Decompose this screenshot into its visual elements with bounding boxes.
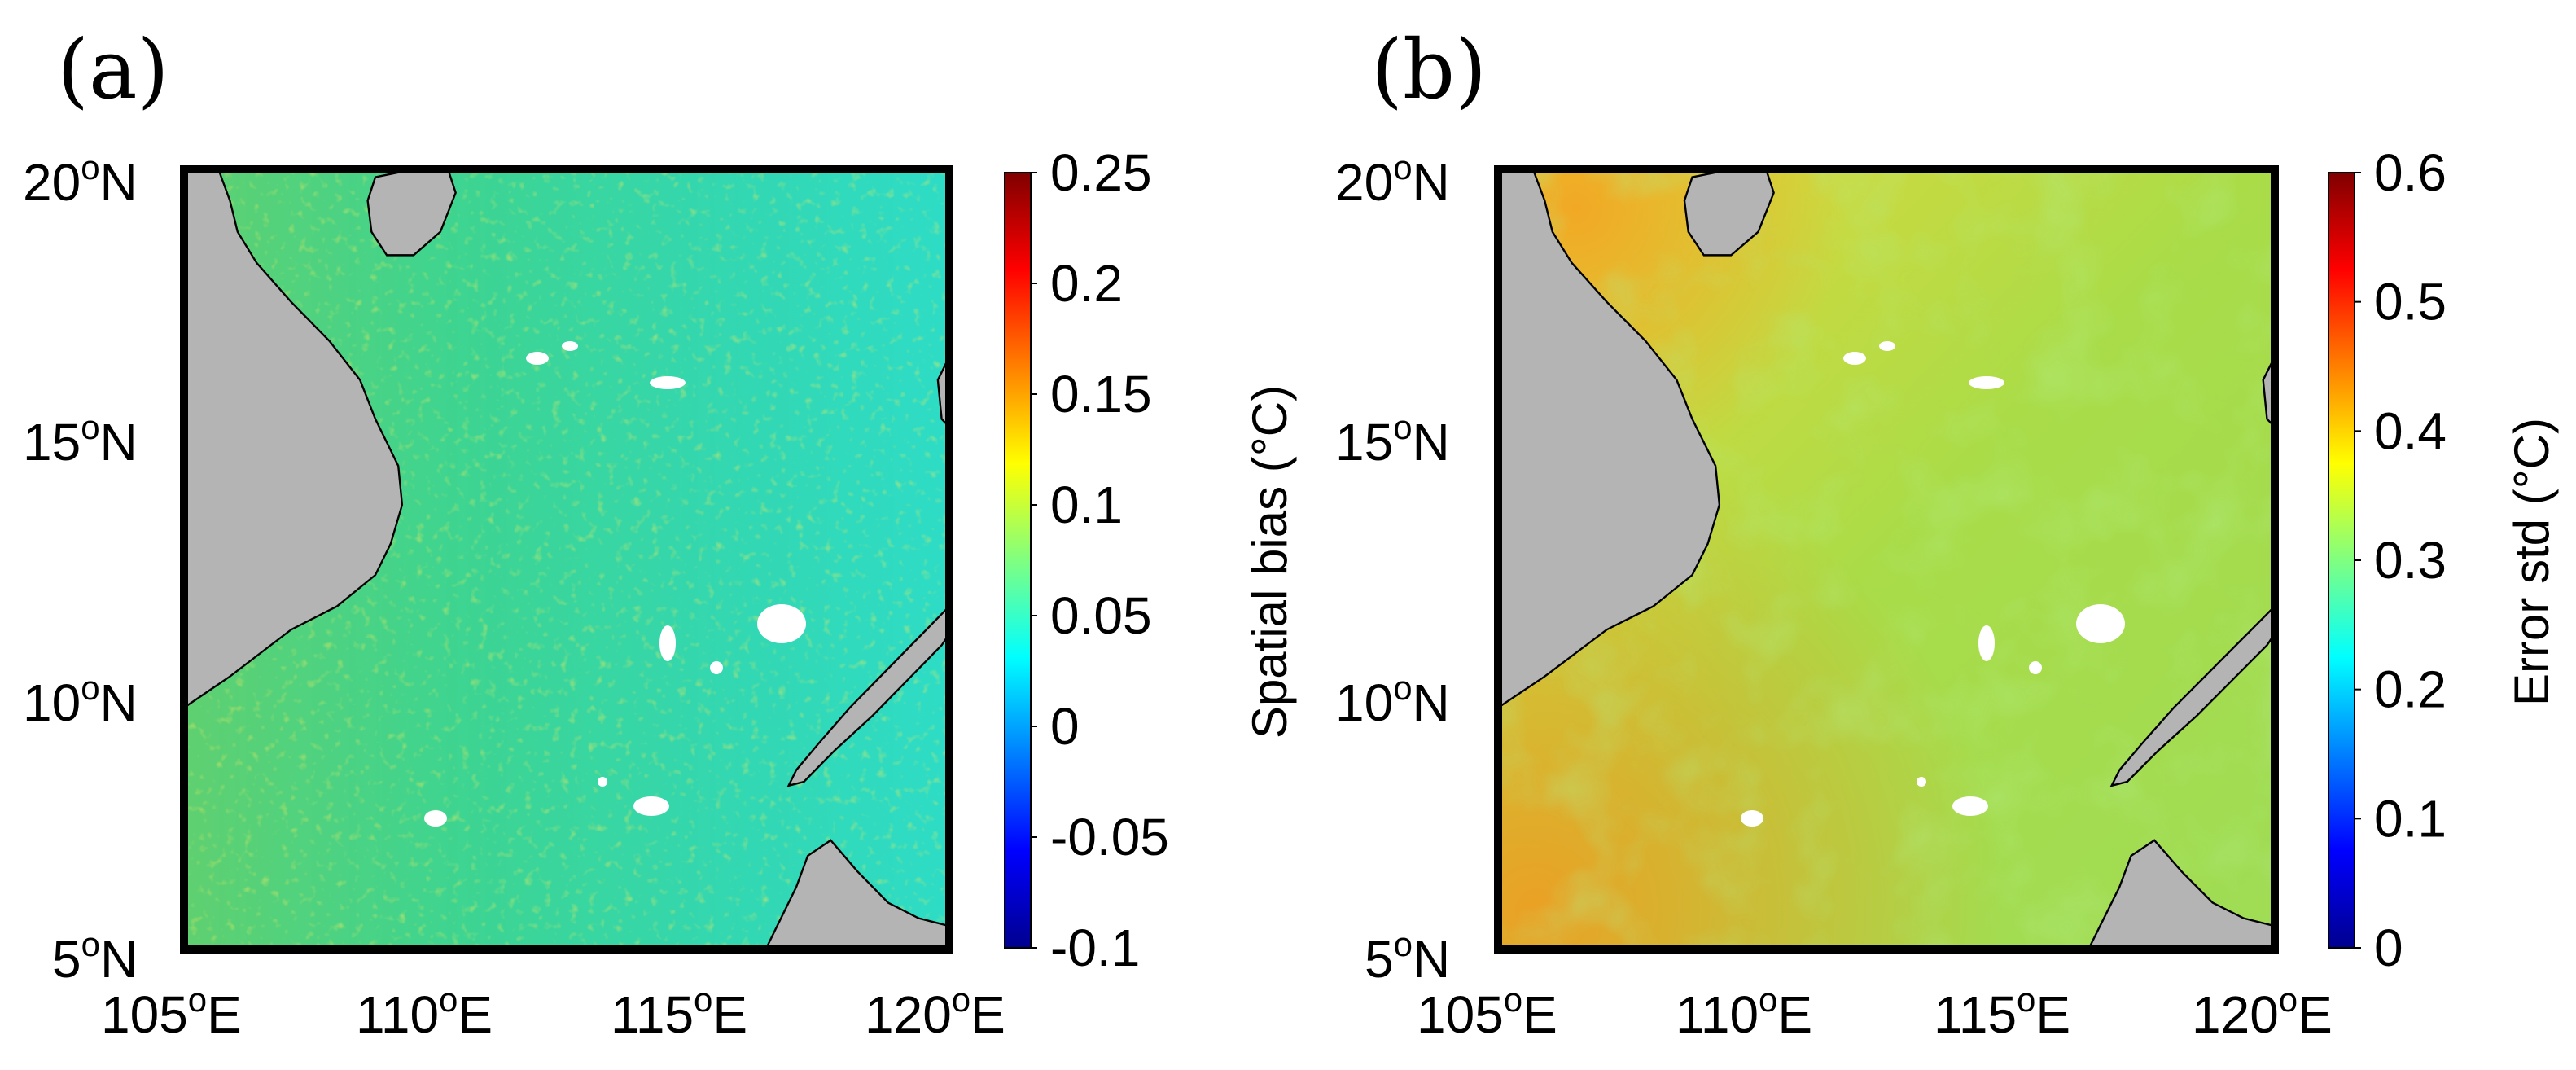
panel-b: (b) 20oN 15oN	[1335, 22, 2559, 1044]
colorbar-b-tick-label: 0.3	[2374, 531, 2447, 590]
lat-tick-b-10: 10oN	[1335, 669, 1450, 732]
colorbar-a-tick-label: 0.15	[1050, 365, 1152, 423]
panel-a-label: (a)	[57, 22, 169, 117]
colorbar-b-gradient	[2328, 172, 2355, 949]
lat-tick-a-5: 5oN	[52, 925, 138, 989]
panel-b-label: (b)	[1371, 22, 1487, 117]
lat-tick-b-15: 15oN	[1335, 408, 1450, 471]
colorbar-a-tick-label: 0.25	[1050, 143, 1152, 202]
lat-tick-a-15: 15oN	[23, 408, 138, 471]
colorbar-b-ticks: 0.6 0.5 0.4 0.3 0.2 0.1 0	[2355, 143, 2447, 977]
lat-tick-a-20: 20oN	[23, 148, 138, 212]
lon-tick-a-120: 120oE	[865, 980, 1005, 1044]
colorbar-b-tick-label: 0	[2374, 919, 2403, 977]
colorbar-b-tick-label: 0.6	[2374, 143, 2447, 202]
lon-axis-a: 105oE 110oE 115oE 120oE	[101, 980, 1005, 1044]
map-b	[1498, 169, 2275, 949]
colorbar-a-tick-label: 0.1	[1050, 476, 1123, 534]
colorbar-a-tick-label: 0.2	[1050, 254, 1123, 313]
colorbar-b-label: Error std (°C)	[2504, 418, 2559, 706]
lat-tick-b-20: 20oN	[1335, 148, 1450, 212]
islands-a	[424, 341, 806, 827]
colorbar-b-tick-label: 0.1	[2374, 789, 2447, 848]
colorbar-a-tick-label: 0	[1050, 697, 1080, 756]
map-frame-a	[180, 165, 953, 954]
lat-axis-a: 20oN 15oN 10oN 5oN	[23, 148, 138, 989]
panel-a: (a) 20oN 15oN 10oN	[23, 22, 1297, 1044]
colorbar-a-tick-label: -0.1	[1050, 919, 1140, 977]
lon-tick-b-110: 110oE	[1676, 980, 1812, 1044]
lon-tick-b-120: 120oE	[2192, 980, 2333, 1044]
lon-tick-a-115: 115oE	[611, 980, 747, 1044]
lon-tick-b-115: 115oE	[1934, 980, 2070, 1044]
map-a	[184, 169, 949, 949]
colorbar-b: 0.6 0.5 0.4 0.3 0.2 0.1 0 Error std (°C)	[2328, 143, 2559, 977]
lat-tick-b-5: 5oN	[1365, 925, 1450, 989]
lat-tick-a-10: 10oN	[23, 669, 138, 732]
islands-b	[1741, 341, 2125, 827]
lon-axis-b: 105oE 110oE 115oE 120oE	[1417, 980, 2333, 1044]
colorbar-a: 0.25 0.2 0.15 0.1 0.05 0 -0.05 -0.1 Spatial bia…	[1004, 143, 1297, 977]
lon-tick-a-105: 105oE	[101, 980, 242, 1044]
colorbar-b-tick-label: 0.4	[2374, 401, 2447, 460]
colorbar-a-ticks: 0.25 0.2 0.15 0.1 0.05 0 -0.05 -0.1	[1031, 143, 1169, 977]
map-frame-b	[1494, 165, 2279, 954]
colorbar-a-tick-label: -0.05	[1050, 808, 1169, 866]
lon-tick-a-110: 110oE	[356, 980, 493, 1044]
colorbar-a-label: Spatial bias (°C)	[1242, 385, 1297, 739]
lon-tick-b-105: 105oE	[1417, 980, 1557, 1044]
colorbar-b-tick-label: 0.2	[2374, 660, 2447, 719]
colorbar-b-tick-label: 0.5	[2374, 273, 2447, 331]
colorbar-a-gradient	[1004, 172, 1032, 949]
lat-axis-b: 20oN 15oN 10oN 5oN	[1335, 148, 1450, 989]
colorbar-a-tick-label: 0.05	[1050, 586, 1152, 645]
